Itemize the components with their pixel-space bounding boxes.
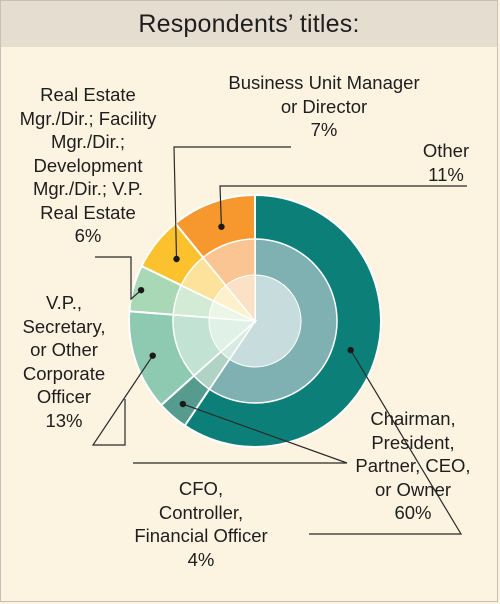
leader-dot-re xyxy=(137,286,145,294)
chart-title: Respondents’ titles: xyxy=(138,9,360,38)
label-line: V.P., xyxy=(45,292,82,313)
label-pct: 13% xyxy=(45,409,83,431)
leader-dot-vp xyxy=(149,352,156,359)
label-cfo: CFO, Controller, Financial Officer 4% xyxy=(101,477,301,571)
label-line: Mgr./Dir.; xyxy=(50,131,125,152)
label-line: Corporate xyxy=(22,362,106,384)
pie-slice-core-other xyxy=(225,274,256,323)
label-line: Partner, CEO, xyxy=(355,455,471,476)
label-line: Mgr./Dir.; V.P. xyxy=(32,178,144,199)
label-vp: V.P., Secretary, or Other Corporate Offi… xyxy=(1,291,127,432)
label-real-estate: Real Estate Mgr./Dir.; Facility Mgr./Dir… xyxy=(1,83,175,248)
label-business-unit: Business Unit Manager or Director 7% xyxy=(189,71,459,142)
label-line: Chairman, xyxy=(370,408,456,429)
label-line: Development xyxy=(33,154,143,176)
label-line: Financial Officer xyxy=(134,525,268,546)
label-line: CFO, xyxy=(178,478,224,499)
leader-dot-cfo xyxy=(179,400,187,408)
leader-dot-chair xyxy=(347,346,354,354)
leader-line-chair xyxy=(309,349,463,535)
leader-line-other xyxy=(219,185,467,227)
label-line: Mgr./Dir.; Facility xyxy=(19,107,157,129)
label-chairman: Chairman, President, Partner, CEO, or Ow… xyxy=(331,407,495,525)
label-line: Real Estate xyxy=(40,84,136,105)
leader-dot-other xyxy=(218,223,225,230)
label-pct: 60% xyxy=(394,502,432,523)
label-line: Other xyxy=(422,140,470,161)
label-line: Controller, xyxy=(158,501,244,523)
label-line: Business Unit Manager xyxy=(228,72,420,93)
pie-slice-core-chair xyxy=(228,274,302,368)
label-line: or Director xyxy=(280,95,368,117)
label-line: Real Estate xyxy=(40,201,136,223)
label-other: Other 11% xyxy=(401,139,491,186)
leader-line-vp xyxy=(91,355,154,446)
label-pct: 4% xyxy=(187,548,215,570)
label-pct: 11% xyxy=(428,163,464,185)
label-pct: 6% xyxy=(74,225,102,246)
label-line: or Owner xyxy=(374,478,452,500)
label-line: or Other xyxy=(30,339,98,360)
label-pct: 7% xyxy=(310,119,338,140)
leader-dot-bu xyxy=(173,255,180,263)
label-line: Secretary, xyxy=(22,315,106,337)
label-line: President, xyxy=(371,431,455,453)
leader-line-bu xyxy=(173,146,291,260)
chart-header: Respondents’ titles: xyxy=(1,1,497,47)
label-line: Officer xyxy=(36,386,92,407)
leader-line-re xyxy=(95,256,142,301)
leader-line-cfo xyxy=(133,403,348,464)
